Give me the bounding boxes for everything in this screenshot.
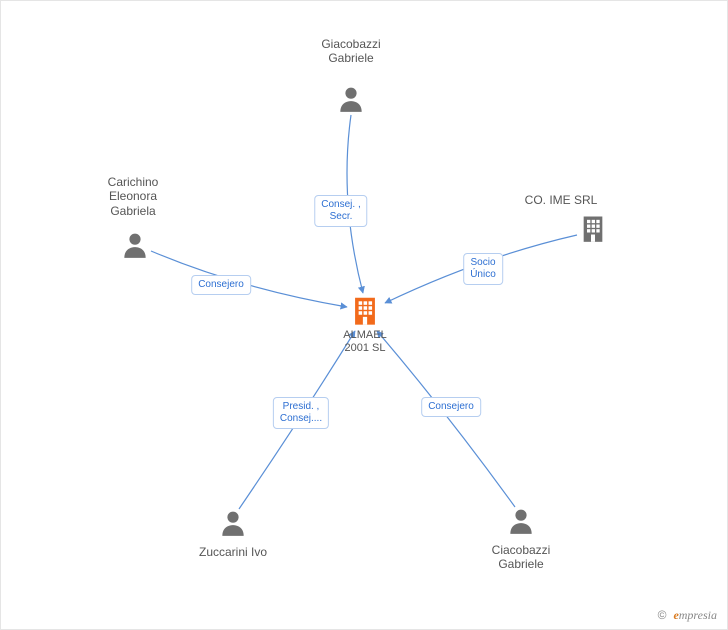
edge-label: Presid. , Consej.... [273, 397, 329, 429]
diagram-canvas: Giacobazzi Gabriele Carichino Eleonora G… [0, 0, 728, 630]
node-label: Giacobazzi Gabriele [321, 37, 380, 66]
person-icon [217, 507, 249, 539]
edge-label: Consejero [191, 275, 251, 295]
node-label: Ciacobazzi Gabriele [492, 543, 551, 572]
node-icon[interactable] [217, 507, 249, 544]
node-label: Zuccarini Ivo [199, 545, 267, 559]
node-icon[interactable] [577, 213, 609, 250]
node-icon[interactable] [335, 83, 367, 120]
person-icon [335, 83, 367, 115]
edge-label: Consej. , Secr. [314, 195, 367, 227]
copyright-symbol: © [658, 608, 667, 622]
brand-rest: mpresia [679, 608, 717, 622]
center-node-icon[interactable] [348, 294, 382, 333]
building-icon [577, 213, 609, 245]
center-node-label: ALMAEL 2001 SL [343, 329, 386, 355]
node-icon[interactable] [119, 229, 151, 266]
node-label: Carichino Eleonora Gabriela [108, 175, 159, 218]
footer-credit: © empresia [658, 608, 717, 623]
node-icon[interactable] [505, 505, 537, 542]
building-icon [348, 294, 382, 328]
edge-label: Socio Único [463, 253, 503, 285]
edge-line [377, 331, 515, 507]
edge-label: Consejero [421, 397, 481, 417]
person-icon [119, 229, 151, 261]
person-icon [505, 505, 537, 537]
node-label: CO. IME SRL [525, 193, 598, 207]
